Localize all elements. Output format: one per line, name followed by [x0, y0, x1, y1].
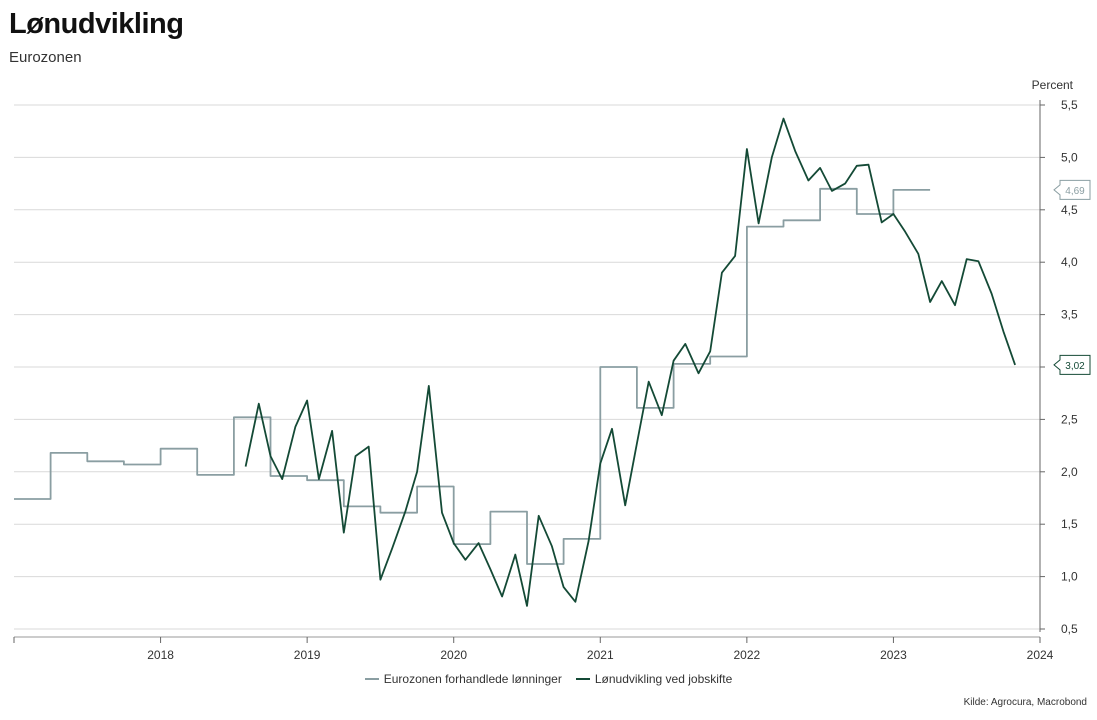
y-tick-label: 1,5	[1061, 517, 1078, 531]
y-tick-label: 4,5	[1061, 203, 1078, 217]
end-value-label: 4,69	[1065, 186, 1085, 197]
end-value-label: 3,02	[1065, 361, 1085, 372]
y-tick-label: 2,5	[1061, 412, 1078, 426]
x-tick-label: 2020	[440, 648, 467, 662]
legend-swatch-negotiated-wages	[364, 678, 379, 680]
y-tick-label: 0,5	[1061, 622, 1078, 636]
end-label-box	[1053, 179, 1091, 200]
y-tick-label: 5,0	[1061, 150, 1078, 164]
y-tick-label: 4,0	[1061, 255, 1078, 269]
legend-label-job-switch-wages: Lønudvikling ved jobskifte	[594, 672, 733, 686]
x-tick-label: 2023	[880, 648, 907, 662]
y-tick-label: 5,5	[1061, 98, 1078, 112]
x-tick-label: 2018	[147, 648, 174, 662]
legend-item-job-switch-wages: Lønudvikling ved jobskifte	[575, 672, 733, 686]
legend-swatch-job-switch-wages	[575, 678, 590, 680]
legend-label-negotiated-wages: Eurozonen forhandlede lønninger	[383, 672, 562, 686]
legend-item-negotiated-wages: Eurozonen forhandlede lønninger	[364, 672, 562, 686]
x-tick-label: 2021	[587, 648, 614, 662]
chart-title: Lønudvikling	[9, 8, 184, 40]
y-tick-label: 1,0	[1061, 570, 1078, 584]
x-tick-label: 2019	[294, 648, 321, 662]
x-tick-label: 2022	[734, 648, 761, 662]
y-tick-label: 2,0	[1061, 465, 1078, 479]
y-tick-label: 3,5	[1061, 308, 1078, 322]
end-label-box	[1053, 354, 1091, 375]
chart-legend: Eurozonen forhandlede lønninger Lønudvik…	[0, 672, 1097, 686]
series-line-0	[14, 187, 931, 565]
chart-subtitle: Eurozonen	[9, 49, 82, 66]
y-axis-label: Percent	[1031, 78, 1073, 92]
x-tick-label: 2024	[1027, 648, 1054, 662]
series-line-1	[244, 117, 1016, 607]
source-note: Kilde: Agrocura, Macrobond	[963, 697, 1087, 708]
